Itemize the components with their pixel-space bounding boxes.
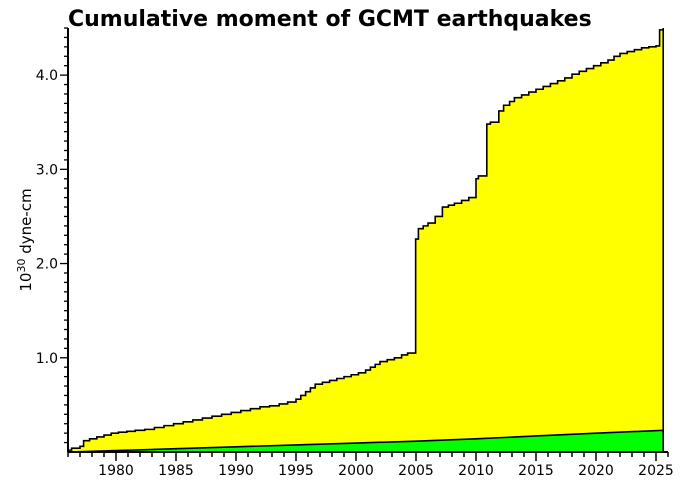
- x-tick-label: 2015: [518, 463, 554, 479]
- y-tick-label: 3.0: [36, 162, 58, 178]
- x-tick-label: 1980: [98, 463, 134, 479]
- x-tick-label: 1990: [218, 463, 254, 479]
- series-area-0: [68, 28, 664, 452]
- series-area-1: [68, 430, 664, 452]
- y-tick-label: 4.0: [36, 68, 58, 84]
- x-tick-label: 2005: [398, 463, 434, 479]
- chart-title: Cumulative moment of GCMT earthquakes: [68, 7, 592, 32]
- y-axis-label-prefix: 10: [17, 273, 35, 292]
- y-axis-label: 1030 dyne-cm: [15, 188, 35, 291]
- x-tick-label: 1985: [158, 463, 194, 479]
- series-layer: [67, 28, 664, 453]
- y-tick-label: 1.0: [36, 351, 58, 367]
- x-tick-label: 2020: [578, 463, 614, 479]
- x-tick-label: 2000: [338, 463, 374, 479]
- series-outline-1: [67, 429, 664, 453]
- y-ticks: 1.0 2.0 3.0 4.0: [36, 27, 68, 444]
- x-tick-label: 2010: [458, 463, 494, 479]
- y-axis-label-exponent: 30: [15, 259, 28, 273]
- series-outline-0: [68, 28, 664, 452]
- y-axis-label-text: dyne-cm: [17, 188, 35, 253]
- y-tick-label: 2.0: [36, 257, 58, 273]
- x-tick-label: 2025: [638, 463, 674, 479]
- x-ticks: 1980 1985 1990 1995 2000 2005 2010 2015 2020 2025: [67, 452, 674, 479]
- x-tick-label: 1995: [278, 463, 314, 479]
